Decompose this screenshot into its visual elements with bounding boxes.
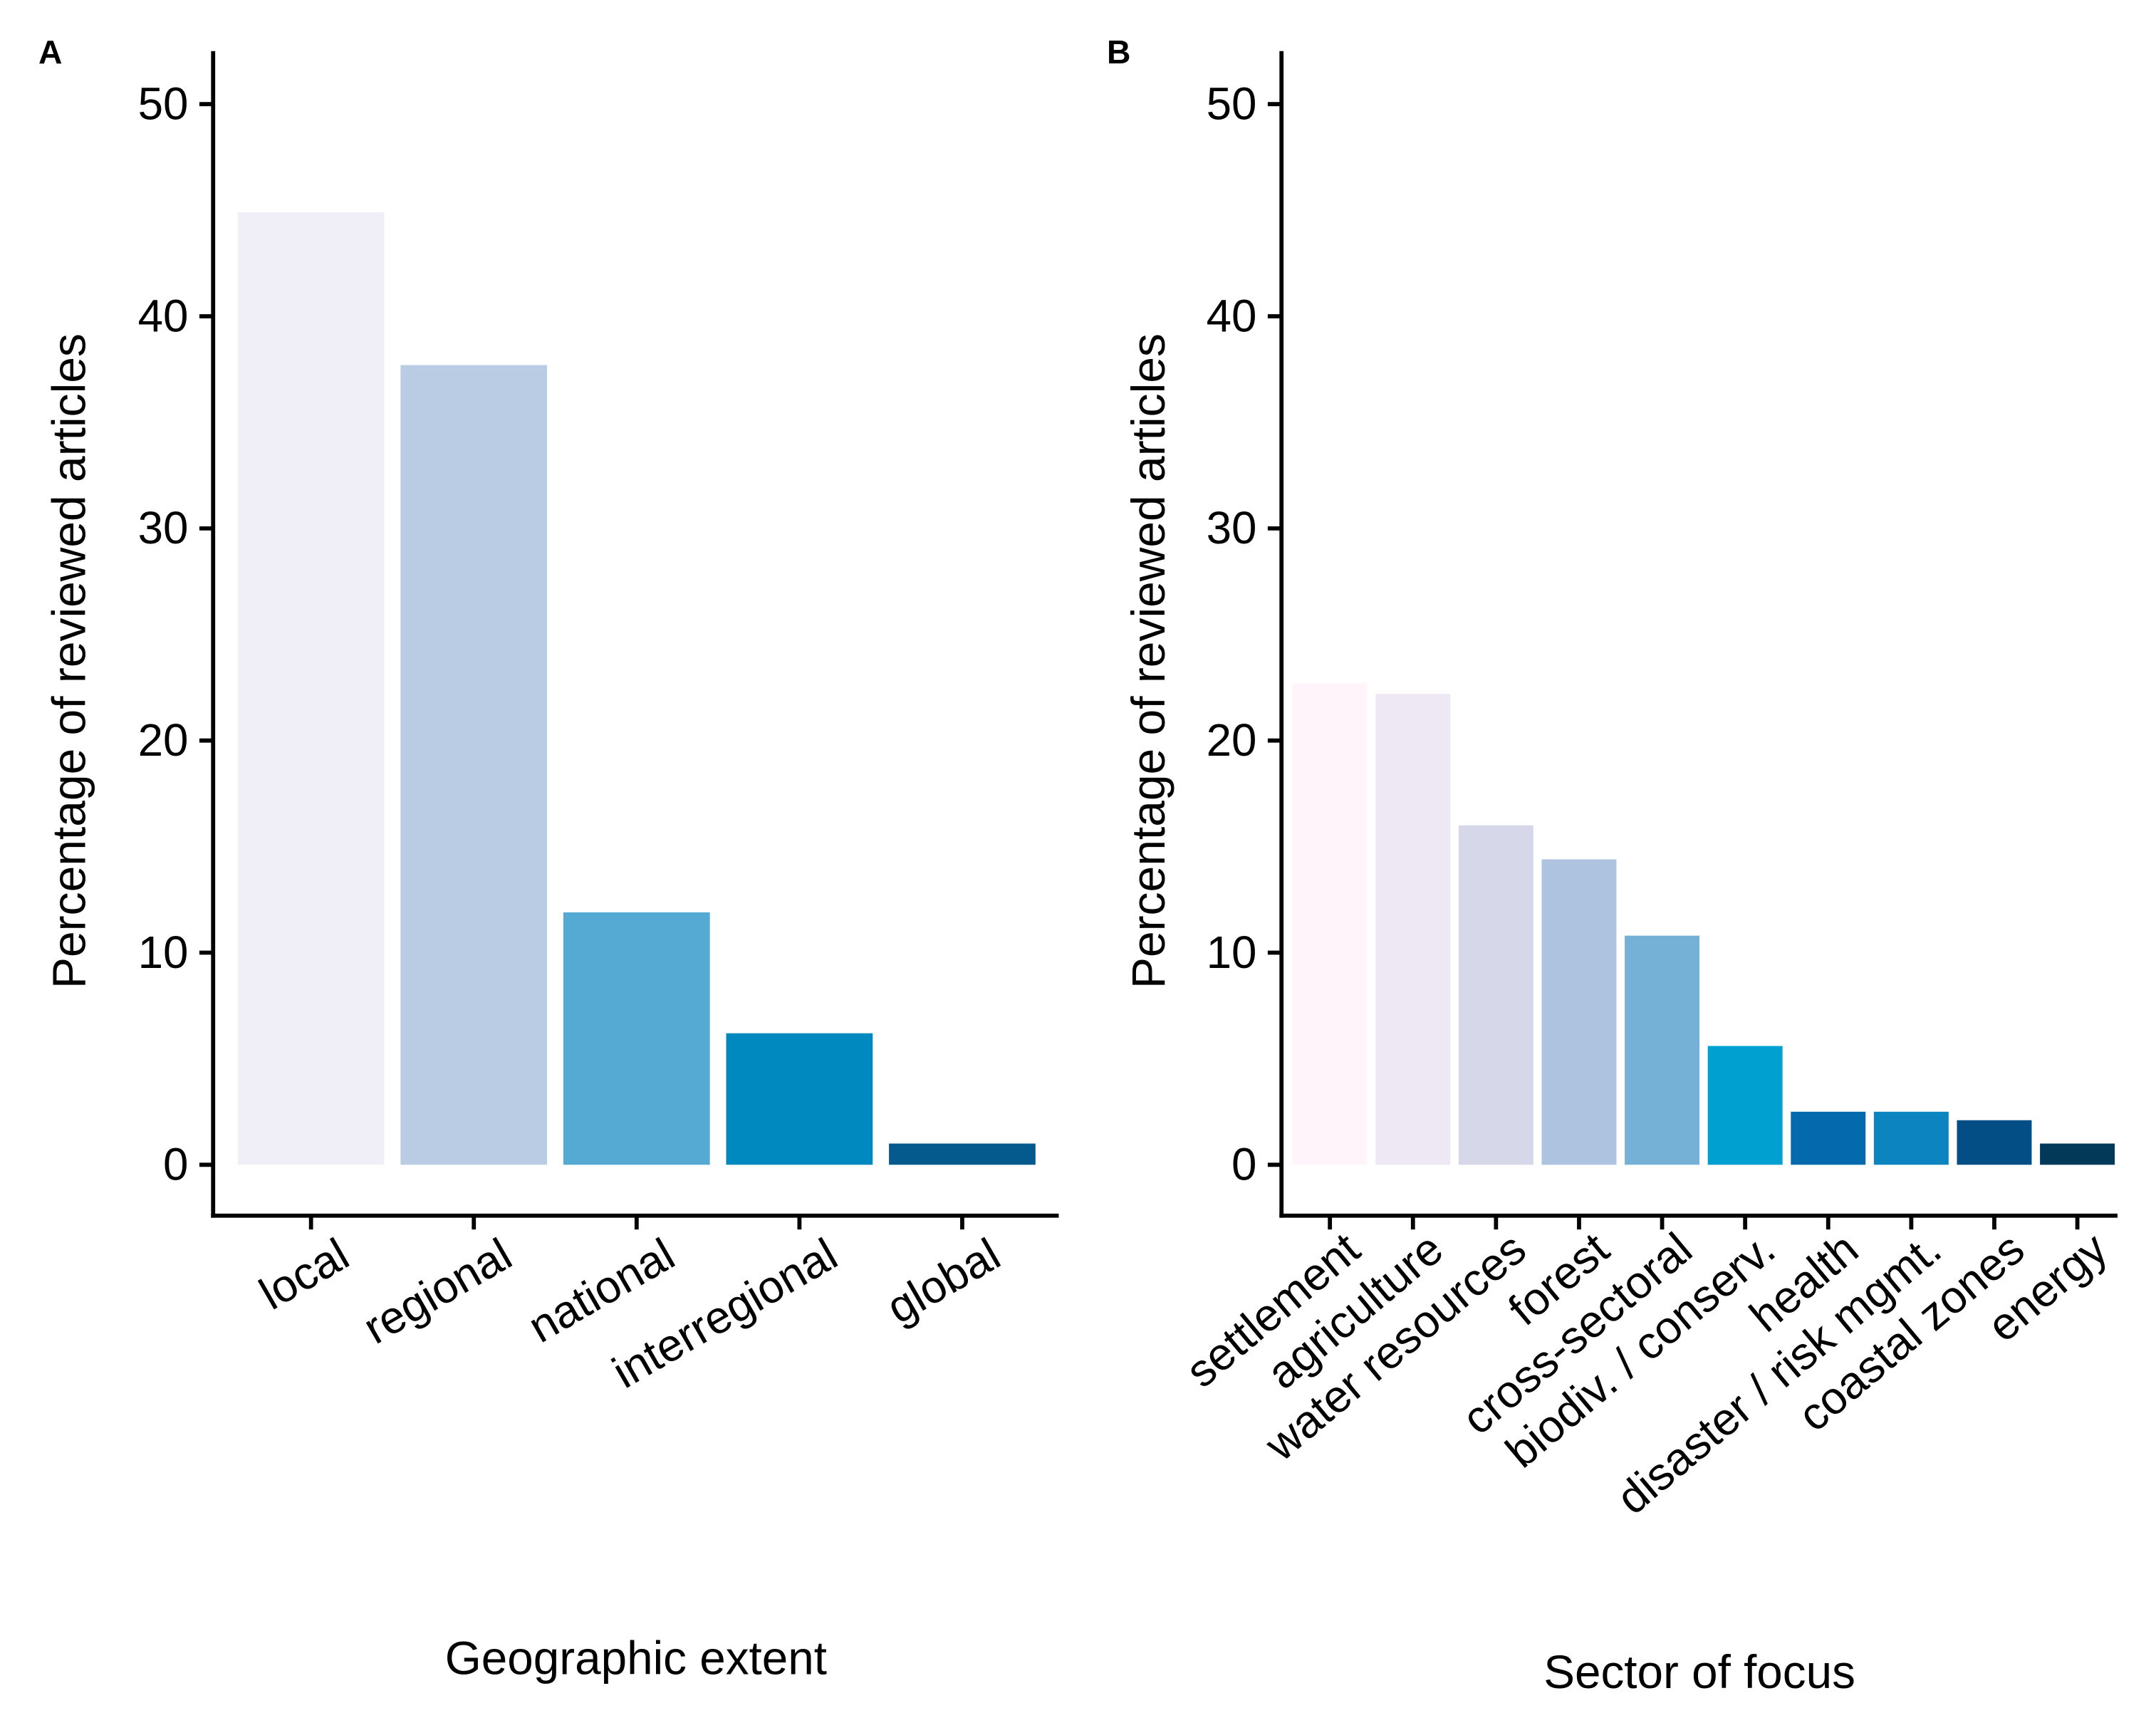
- x-axis-title: Sector of focus: [1543, 1645, 1855, 1698]
- y-tick-label: 10: [1207, 927, 1257, 978]
- bar: [1625, 935, 1700, 1165]
- y-axis-title: Percentage of reviewed articles: [1122, 333, 1175, 989]
- bar: [1541, 859, 1617, 1165]
- x-axis-title: Geographic extent: [445, 1632, 827, 1685]
- y-tick-label: 10: [138, 927, 189, 978]
- x-tick-label: local: [251, 1228, 357, 1319]
- y-axis-title: Percentage of reviewed articles: [43, 333, 95, 989]
- bar: [726, 1033, 873, 1165]
- y-tick-label: 0: [163, 1138, 188, 1189]
- y-tick-label: 20: [138, 714, 189, 766]
- bar: [2040, 1143, 2115, 1165]
- y-tick-label: 50: [138, 78, 189, 129]
- bar: [1458, 825, 1533, 1165]
- bar: [1707, 1046, 1783, 1165]
- y-tick-label: 30: [1207, 502, 1257, 553]
- y-tick-label: 0: [1231, 1138, 1256, 1189]
- bar: [1292, 683, 1368, 1165]
- y-tick-label: 50: [1207, 78, 1257, 129]
- y-tick-label: 40: [138, 290, 189, 341]
- bar: [1873, 1111, 1949, 1165]
- bar: [889, 1143, 1036, 1165]
- x-tick-label: global: [878, 1228, 1009, 1333]
- bar: [237, 212, 385, 1165]
- bar: [400, 365, 548, 1165]
- bar: [1375, 694, 1451, 1165]
- bar: [563, 912, 710, 1165]
- panel-label: A: [38, 33, 62, 71]
- y-tick-label: 20: [1207, 714, 1257, 766]
- y-tick-label: 40: [1207, 290, 1257, 341]
- x-tick-label: regional: [355, 1228, 520, 1353]
- panel-label: B: [1107, 33, 1130, 71]
- y-tick-label: 30: [138, 502, 189, 553]
- bar: [1957, 1120, 2032, 1165]
- bar: [1791, 1111, 1866, 1165]
